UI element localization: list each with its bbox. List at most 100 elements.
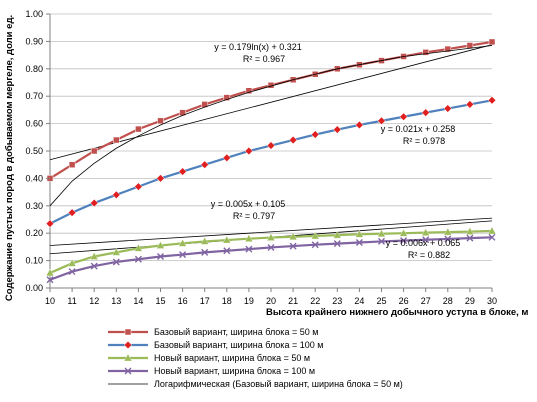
data-point: [267, 243, 275, 251]
data-point: [200, 160, 209, 169]
data-point: [377, 229, 386, 237]
x-tick-label: 16: [178, 296, 188, 306]
data-point: [45, 219, 55, 228]
data-point: [378, 237, 385, 245]
data-point: [487, 226, 497, 235]
data-point: [421, 228, 430, 236]
legend-entry: Новый вариант, ширина блока = 50 м: [108, 353, 310, 363]
data-point: [124, 328, 132, 336]
data-point: [444, 235, 452, 243]
data-point: [355, 239, 363, 247]
data-point: [289, 232, 298, 240]
x-tick-label: 19: [244, 296, 254, 306]
x-tick-label: 30: [487, 296, 497, 306]
annotations: y = 0.179ln(x) + 0.321 R² = 0.967 y = 0.02…: [211, 42, 461, 260]
data-point: [444, 45, 452, 53]
data-point: [399, 228, 408, 237]
x-tick-label: 27: [421, 296, 431, 306]
legend-label: Базовый вариант, ширина блока = 100 м: [154, 340, 323, 350]
data-point: [311, 231, 320, 240]
data-point: [266, 141, 276, 150]
legend-label: Базовый вариант, ширина блока = 50 м: [154, 327, 318, 337]
series-group: [45, 38, 497, 284]
data-point: [90, 198, 99, 208]
data-point: [443, 227, 452, 236]
linear-trend-line: [49, 217, 493, 246]
data-point: [488, 233, 496, 241]
y-tick-label: 0.70: [25, 91, 43, 101]
legend-label: Логарифмическая (Базовый вариант, ширина…: [154, 379, 403, 389]
data-point: [112, 248, 121, 256]
data-point: [223, 247, 231, 255]
data-point: [244, 146, 254, 156]
x-tick-label: 22: [310, 296, 320, 306]
data-point: [222, 153, 231, 163]
y-tick-label: 0.00: [25, 283, 43, 293]
data-point: [68, 259, 77, 267]
data-point: [135, 125, 142, 133]
data-point: [45, 268, 55, 277]
data-point: [333, 240, 341, 248]
data-point: [178, 239, 187, 247]
data-point: [288, 135, 298, 145]
data-point: [355, 229, 364, 238]
x-axis-label: Высота крайнего нижнего добычного уступа…: [266, 307, 528, 318]
data-point: [400, 237, 408, 245]
data-point: [465, 100, 475, 109]
data-point: [179, 251, 187, 259]
x-tick-label: 28: [443, 296, 453, 306]
trend-r-squared: R² = 0.882: [408, 250, 450, 260]
data-point: [124, 367, 132, 375]
linear-trend-line: [49, 44, 493, 161]
series-3: [46, 233, 496, 284]
data-point: [178, 167, 187, 176]
data-point: [488, 38, 496, 46]
y-tick-label: 0.30: [25, 201, 43, 211]
data-point: [123, 340, 133, 350]
trend-r-squared: R² = 0.967: [243, 54, 285, 64]
data-point: [68, 161, 76, 168]
x-tick-label: 14: [133, 296, 143, 306]
data-point: [245, 245, 253, 253]
trend-equation: y = 0.006x + 0.065: [386, 238, 461, 248]
data-point: [222, 235, 231, 244]
data-point: [466, 234, 474, 242]
series-2: [45, 226, 497, 277]
data-point: [289, 242, 297, 250]
data-point: [90, 147, 98, 155]
data-point: [157, 117, 164, 125]
data-point: [223, 94, 231, 101]
trend-equation: y = 0.021x + 0.258: [381, 124, 456, 134]
legend-entry: Базовый вариант, ширина блока = 50 м: [108, 327, 318, 337]
data-point: [245, 87, 253, 94]
y-tick-label: 0.80: [25, 64, 43, 74]
legend-label: Новый вариант, ширина блока = 100 м: [154, 366, 315, 376]
x-tick-label: 24: [354, 296, 364, 306]
series-4: [49, 45, 493, 207]
data-point: [465, 227, 474, 235]
data-point: [399, 112, 408, 121]
data-point: [134, 182, 143, 191]
data-point: [46, 276, 54, 284]
data-point: [68, 268, 76, 276]
data-point: [157, 252, 164, 260]
data-point: [112, 190, 121, 199]
log-trend-line: [49, 45, 493, 207]
data-point: [90, 252, 99, 260]
trend-r-squared: R² = 0.978: [403, 136, 445, 146]
x-tick-label: 25: [376, 296, 386, 306]
y-tick-label: 0.10: [25, 256, 43, 266]
data-point: [266, 233, 276, 241]
legend-entry: Базовый вариант, ширина блока = 100 м: [108, 340, 323, 350]
trend-equation: y = 0.179ln(x) + 0.321: [214, 42, 302, 52]
data-point: [311, 241, 319, 249]
x-tick-labels: 10 11 12 13 14 15 16 17 18 19 20 21 22 23 24 25 26 27 28 29…: [45, 288, 497, 306]
trend-r-squared: R² = 0.797: [233, 211, 275, 221]
x-tick-label: 15: [155, 296, 165, 306]
x-tick-label: 21: [288, 296, 298, 306]
x-tick-label: 23: [332, 296, 342, 306]
data-point: [422, 236, 430, 244]
x-tick-label: 17: [200, 296, 210, 306]
trend-equation: y = 0.005x + 0.105: [211, 199, 286, 209]
data-point: [333, 125, 342, 134]
